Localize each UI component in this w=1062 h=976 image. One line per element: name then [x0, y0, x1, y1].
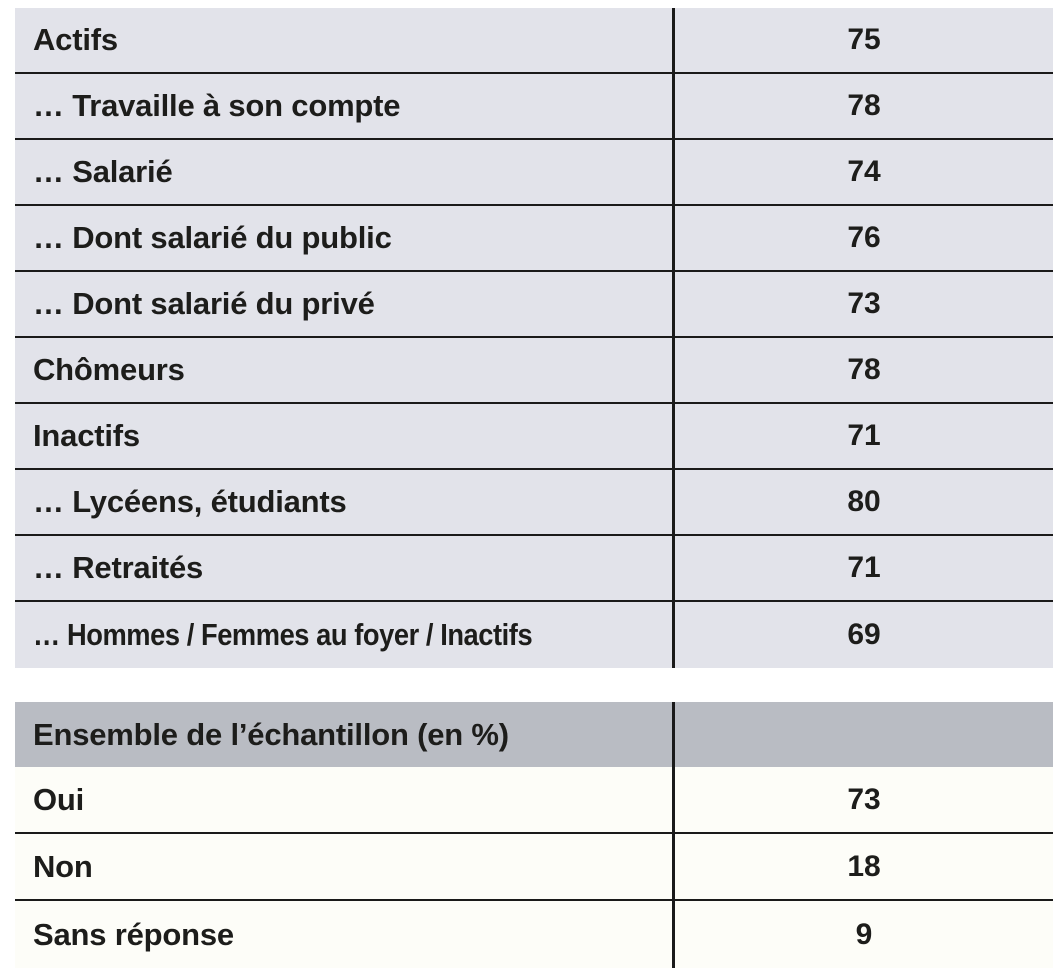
- row-value: 78: [847, 353, 881, 386]
- table-row: … Hommes / Femmes au foyer / Inactifs 69: [15, 602, 1053, 668]
- row-label: … Dont salarié du privé: [15, 272, 675, 336]
- row-value: 73: [847, 782, 881, 816]
- table-row: Inactifs 71: [15, 404, 1053, 470]
- row-label-text: … Hommes / Femmes au foyer / Inactifs: [33, 617, 533, 652]
- row-value: 78: [847, 89, 881, 122]
- header-label: Ensemble de l’échantillon (en %): [15, 702, 675, 767]
- row-label: Chômeurs: [15, 338, 675, 402]
- row-value: 73: [847, 287, 881, 320]
- row-label: … Travaille à son compte: [15, 74, 675, 138]
- table-row: … Dont salarié du public 76: [15, 206, 1053, 272]
- table-header-row: Ensemble de l’échantillon (en %): [15, 702, 1053, 767]
- table-row: Oui 73: [15, 767, 1053, 834]
- row-value: 9: [855, 917, 873, 951]
- row-value: 75: [847, 23, 881, 56]
- row-label: … Retraités: [15, 536, 675, 600]
- table-row: Sans réponse 9: [15, 901, 1053, 968]
- row-value: 80: [847, 485, 881, 518]
- row-label: Actifs: [15, 8, 675, 72]
- table-row: Chômeurs 78: [15, 338, 1053, 404]
- table-row: … Travaille à son compte 78: [15, 74, 1053, 140]
- row-label: Oui: [15, 767, 675, 832]
- row-value: 74: [847, 155, 881, 188]
- table-row: … Retraités 71: [15, 536, 1053, 602]
- row-label: Sans réponse: [15, 901, 675, 968]
- row-label: … Dont salarié du public: [15, 206, 675, 270]
- categories-table: Actifs 75 … Travaille à son compte 78 … …: [15, 8, 1053, 668]
- row-value: 76: [847, 221, 881, 254]
- row-label: … Hommes / Femmes au foyer / Inactifs: [15, 602, 675, 668]
- row-label: … Lycéens, étudiants: [15, 470, 675, 534]
- table-row: … Salarié 74: [15, 140, 1053, 206]
- table-row: Actifs 75: [15, 8, 1053, 74]
- table-row: Non 18: [15, 834, 1053, 901]
- row-value: 18: [847, 849, 881, 883]
- table-row: … Lycéens, étudiants 80: [15, 470, 1053, 536]
- row-value: 71: [847, 419, 881, 452]
- row-label: Inactifs: [15, 404, 675, 468]
- row-label: Non: [15, 834, 675, 899]
- row-value: 71: [847, 551, 881, 584]
- header-value-cell-empty: [675, 702, 1053, 767]
- table-row: … Dont salarié du privé 73: [15, 272, 1053, 338]
- row-label: … Salarié: [15, 140, 675, 204]
- totals-table: Ensemble de l’échantillon (en %) Oui 73 …: [15, 702, 1053, 968]
- row-value: 69: [847, 618, 881, 651]
